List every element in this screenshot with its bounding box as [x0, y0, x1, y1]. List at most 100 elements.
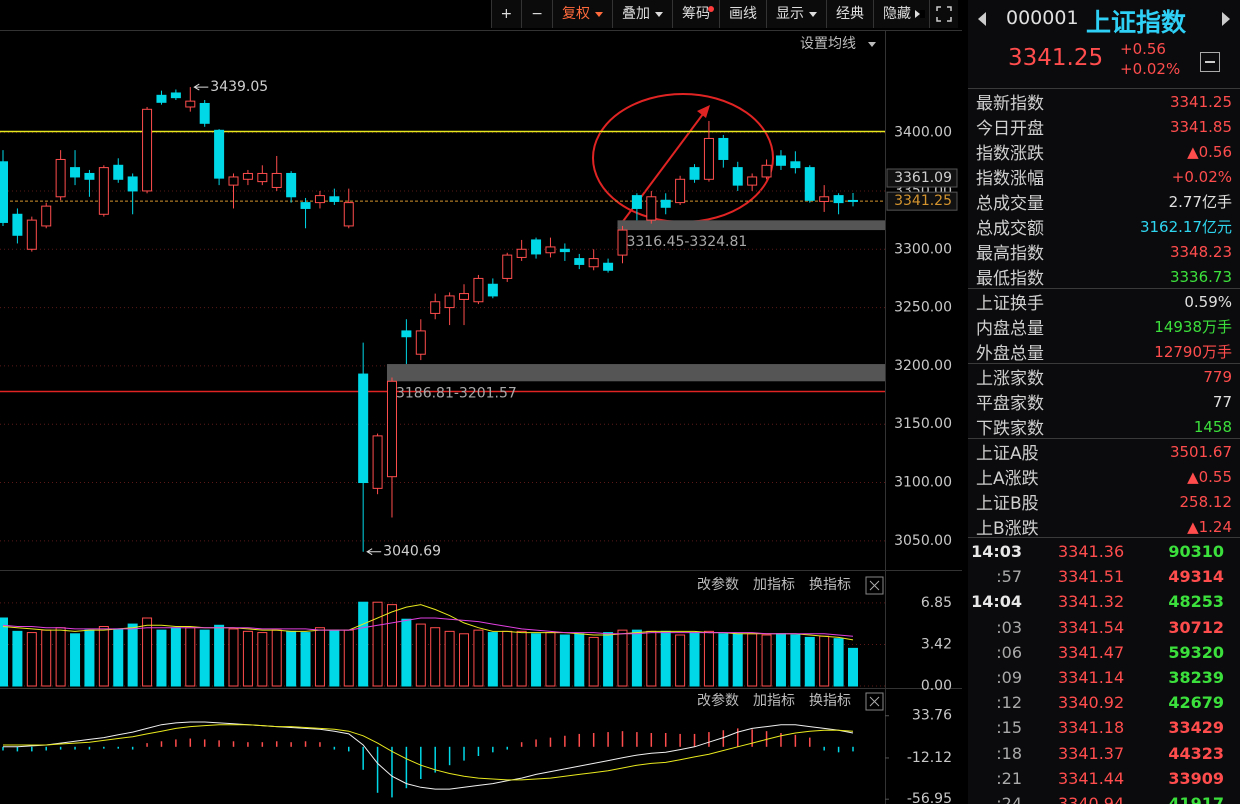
trade-time: :18	[996, 743, 1022, 763]
toolbar-button[interactable]: 复权	[553, 0, 613, 28]
candle-body	[732, 167, 743, 186]
index-change-pct: +0.02%	[1120, 60, 1181, 78]
trade-row: 14:03 3341.36 90310	[968, 538, 1240, 563]
trade-row: :15 3341.18 33429	[968, 714, 1240, 739]
volume-bar	[300, 632, 311, 687]
toolbar-button[interactable]: 筹码	[673, 0, 720, 28]
panel-button[interactable]: 改参数	[697, 576, 739, 593]
trade-time: :06	[996, 642, 1022, 662]
volume-bar	[761, 634, 772, 687]
volume-bar	[675, 634, 686, 687]
toolbar-label: +	[500, 6, 513, 22]
stat-label: 今日开盘	[976, 119, 1044, 139]
close-button[interactable]	[865, 692, 884, 711]
y-tick-label: -56.95	[907, 791, 952, 804]
y-tick-label: 3150.00	[894, 416, 952, 432]
candle-body	[631, 195, 642, 209]
y-tick-label: 3.42	[921, 636, 952, 652]
trade-volume: 44323	[1168, 743, 1224, 763]
volume-bar	[516, 630, 527, 687]
candle-body	[156, 94, 167, 103]
toolbar-label: 筹码	[682, 6, 710, 22]
candle-body	[747, 176, 758, 186]
candle-body	[790, 161, 801, 169]
stat-label: 最新指数	[976, 94, 1044, 114]
fullscreen-button[interactable]	[930, 0, 958, 28]
trade-row: :03 3341.54 30712	[968, 614, 1240, 639]
stat-value: 3501.67	[1169, 442, 1232, 461]
trade-price: 3341.47	[1058, 642, 1125, 662]
trade-price: 3341.54	[1058, 617, 1125, 637]
volume-bar	[531, 633, 542, 687]
toolbar-button[interactable]: 画线	[720, 0, 767, 28]
candle-body	[214, 129, 225, 179]
stat-group: 最新指数 3341.25 今日开盘 3341.85 指数涨跌 ▲0.56 指数涨幅 +0.02…	[968, 88, 1240, 289]
candle-body	[372, 435, 383, 489]
expand-icon	[915, 10, 920, 18]
close-button[interactable]	[865, 576, 884, 595]
panel-button[interactable]: 换指标	[809, 576, 851, 593]
gap-label: 3186.81-3201.57	[396, 385, 517, 401]
stat-row: 指数涨跌 ▲0.56	[968, 139, 1240, 165]
stat-value: 12790万手	[1154, 343, 1232, 361]
volume-bar	[314, 627, 325, 687]
arrow-head	[697, 105, 710, 118]
toolbar-button[interactable]: −	[522, 0, 553, 28]
volume-bar	[718, 633, 729, 687]
panel-button[interactable]: 改参数	[697, 692, 739, 709]
stat-group: 上证A股 3501.67 上A涨跌 ▲0.55 上证B股 258.12 上B涨跌 ▲1.24	[968, 438, 1240, 539]
toolbar-label: 复权	[562, 6, 590, 22]
next-arrow[interactable]	[1222, 12, 1230, 26]
stat-row: 上A涨跌 ▲0.55	[968, 464, 1240, 490]
trade-price: 3341.36	[1058, 542, 1125, 561]
trade-volume: 59320	[1168, 642, 1224, 662]
trade-volume: 38239	[1168, 667, 1224, 687]
stat-label: 最低指数	[976, 269, 1044, 289]
trade-row: :57 3341.51 49314	[968, 563, 1240, 588]
close-glyph	[869, 580, 880, 591]
fullscreen-icon[interactable]	[930, 0, 958, 28]
volume-bar	[545, 632, 556, 687]
stat-value: 0.59%	[1184, 292, 1232, 311]
toolbar-button[interactable]: 隐藏	[874, 0, 930, 28]
trade-volume: 42679	[1168, 693, 1224, 713]
candle-body	[848, 199, 858, 202]
volume-bar	[646, 630, 657, 687]
candle-body	[113, 164, 124, 180]
toolbar-button[interactable]: 显示	[767, 0, 827, 28]
stat-label: 下跌家数	[976, 419, 1044, 439]
trade-volume: 90310	[1168, 542, 1224, 561]
candle-body	[646, 196, 657, 221]
trade-time: :09	[996, 667, 1022, 687]
trade-list: 14:03 3341.36 90310:57 3341.51 49314 14:04 334…	[968, 537, 1240, 804]
collapse-button[interactable]	[1200, 52, 1220, 72]
volume-bar	[343, 629, 354, 687]
toolbar-button[interactable]: 叠加	[613, 0, 673, 28]
panel-button[interactable]: 加指标	[753, 577, 795, 593]
volume-bar	[790, 634, 801, 687]
candle-body	[314, 195, 325, 204]
panel-button[interactable]: 换指标	[809, 692, 851, 709]
candle-body	[401, 330, 412, 338]
volume-bar	[588, 636, 599, 687]
prev-arrow[interactable]	[978, 12, 986, 26]
stat-row: 最新指数 3341.25	[968, 89, 1240, 115]
toolbar-button[interactable]: +	[492, 0, 523, 28]
candle-body	[804, 167, 815, 201]
candle-body	[675, 178, 686, 204]
panel-button[interactable]: 加指标	[753, 693, 795, 709]
candle-body	[300, 202, 311, 209]
volume-bar	[848, 647, 858, 687]
candle-body	[775, 155, 786, 166]
toolbar-label: −	[531, 6, 543, 22]
toolbar-button[interactable]: 经典	[827, 0, 874, 28]
volume-bar	[559, 634, 570, 687]
last-price-tag: 3341.25	[894, 193, 952, 209]
trade-time: :12	[996, 693, 1022, 713]
trade-price: 3341.18	[1058, 718, 1125, 738]
candle-body	[430, 301, 441, 314]
index-code: 000001	[1006, 7, 1079, 29]
quote-panel: 000001 上证指数 3341.25 +0.56 +0.02% 最新指数 334…	[968, 0, 1240, 804]
candle-body	[98, 167, 109, 215]
